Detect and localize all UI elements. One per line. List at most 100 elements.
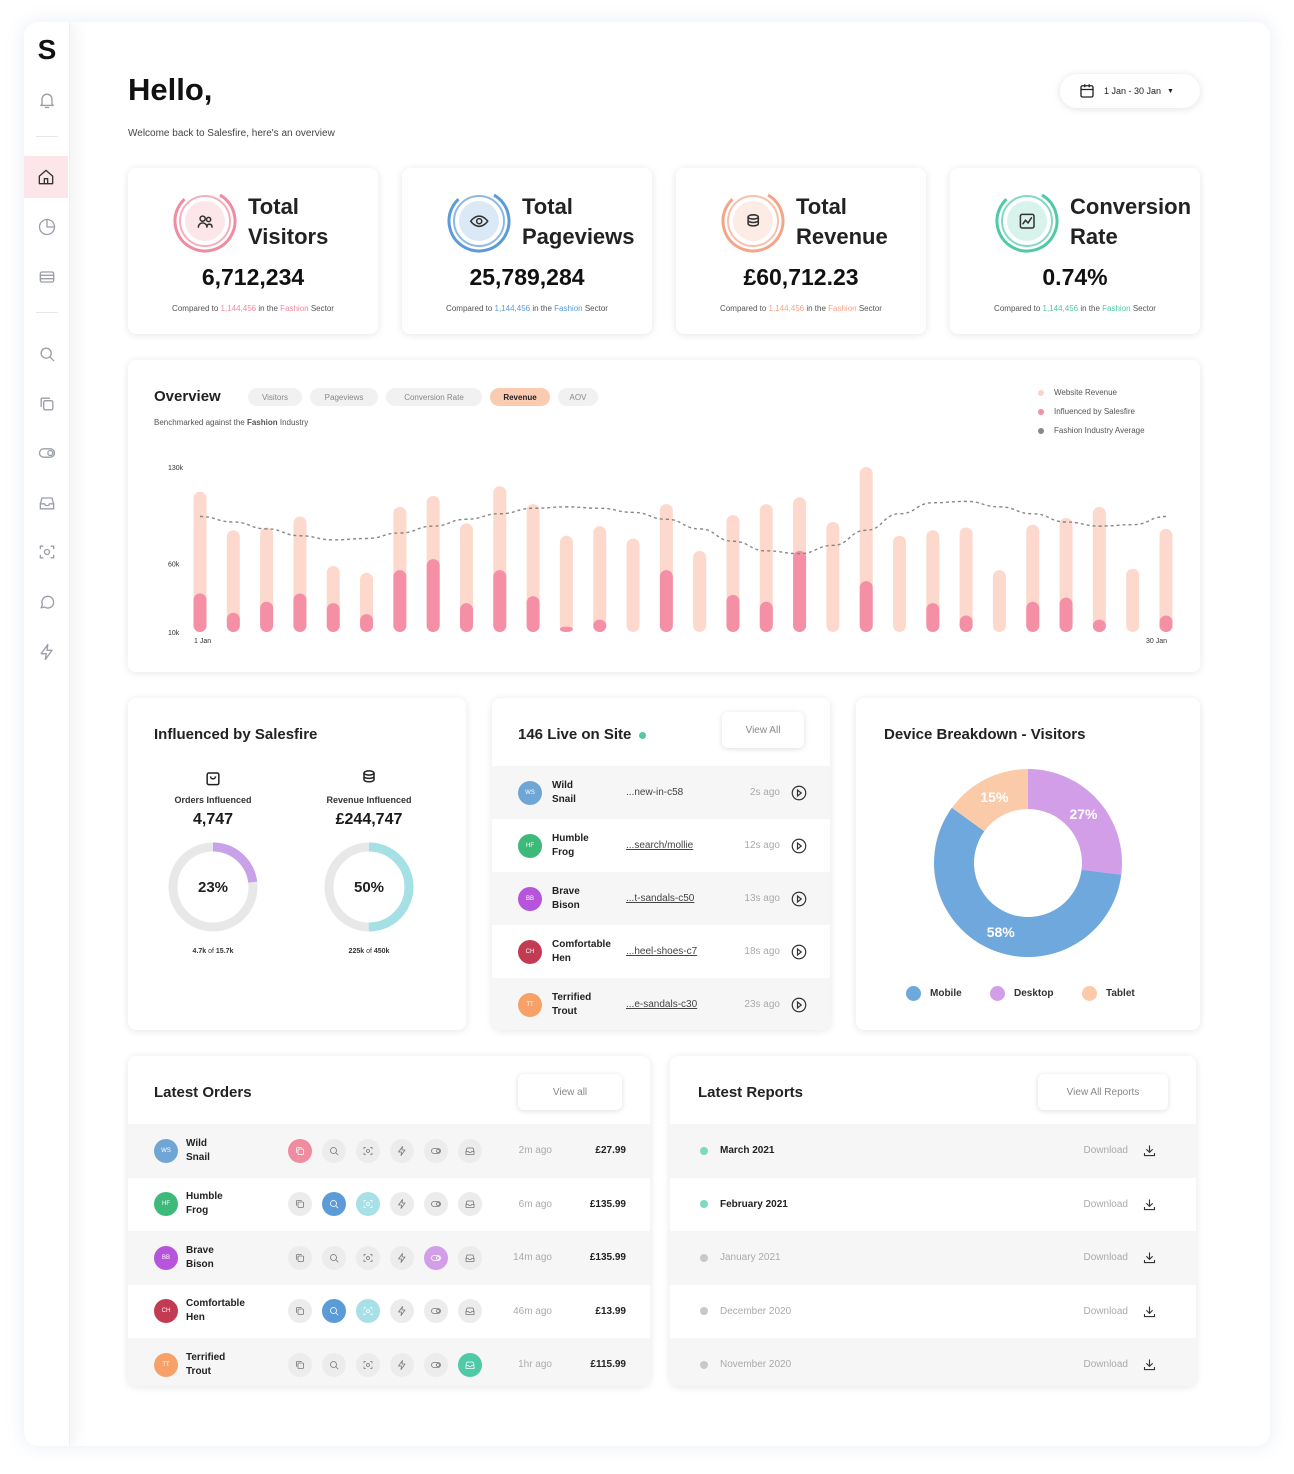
bolt-icon[interactable] — [390, 1192, 414, 1217]
inbox-icon[interactable] — [458, 1299, 482, 1324]
visitor-page-link[interactable]: ...e-sandals-c30 — [626, 999, 698, 1010]
copy-icon[interactable] — [288, 1352, 312, 1377]
live-visitor-row[interactable]: WS Wild Snail ...new-in-c58 2s ago — [492, 766, 830, 819]
toggle-icon[interactable] — [424, 1138, 448, 1163]
live-visitor-row[interactable]: HF Humble Frog ...search/mollie 12s ago — [492, 819, 830, 872]
date-range-picker[interactable]: 1 Jan - 30 Jan ▼ — [1060, 74, 1200, 108]
download-icon[interactable] — [1142, 1357, 1157, 1372]
report-name: March 2021 — [720, 1145, 775, 1157]
copy-icon[interactable] — [288, 1299, 312, 1324]
download-icon[interactable] — [1142, 1250, 1157, 1265]
download-link[interactable]: Download — [1083, 1198, 1128, 1210]
slice-percent: 27% — [1069, 806, 1098, 822]
inbox-icon[interactable] — [35, 491, 59, 515]
inbox-icon[interactable] — [458, 1192, 482, 1217]
download-icon[interactable] — [1142, 1197, 1157, 1212]
download-link[interactable]: Download — [1083, 1359, 1128, 1371]
toggle-icon[interactable] — [424, 1192, 448, 1217]
play-circle-icon[interactable] — [790, 890, 808, 908]
play-circle-icon[interactable] — [790, 784, 808, 802]
copy-icon[interactable] — [288, 1138, 312, 1163]
inbox-icon[interactable] — [458, 1352, 482, 1377]
scan-icon[interactable] — [356, 1138, 380, 1163]
pie-chart-icon[interactable] — [35, 215, 59, 239]
live-visitor-row[interactable]: BB Brave Bison ...t-sandals-c50 13s ago — [492, 872, 830, 925]
order-row[interactable]: HF Humble Frog 6m ago £135.99 — [128, 1177, 650, 1231]
visitor-page-link[interactable]: ...search/mollie — [626, 840, 694, 851]
bolt-icon[interactable] — [390, 1352, 414, 1377]
bolt-icon[interactable] — [390, 1138, 414, 1163]
visitor-page-link[interactable]: ...heel-shoes-c7 — [626, 946, 698, 957]
download-icon[interactable] — [1142, 1304, 1157, 1319]
bar-influenced — [659, 570, 673, 632]
x-tick-label: 30 Jan — [1146, 638, 1167, 645]
bolt-icon[interactable] — [390, 1299, 414, 1324]
live-visitor-row[interactable]: TT Terrified Trout ...e-sandals-c30 23s ago — [492, 978, 830, 1030]
bar-influenced — [226, 612, 240, 632]
camera-scan-icon[interactable] — [35, 540, 59, 564]
inbox-icon[interactable] — [458, 1245, 482, 1270]
play-circle-icon[interactable] — [790, 943, 808, 961]
revenue-sub-of: of — [364, 948, 374, 955]
tab-aov[interactable]: AOV — [558, 388, 598, 406]
download-link[interactable]: Download — [1083, 1305, 1128, 1317]
search-icon[interactable] — [322, 1299, 346, 1324]
download-link[interactable]: Download — [1083, 1252, 1128, 1264]
chat-icon[interactable] — [35, 590, 59, 614]
toggle-icon[interactable] — [35, 441, 59, 465]
inbox-icon[interactable] — [458, 1138, 482, 1163]
order-row[interactable]: CH Comfortable Hen 46m ago £13.99 — [128, 1284, 650, 1338]
copy-icon[interactable] — [288, 1245, 312, 1270]
salesfire-logo[interactable]: S — [37, 34, 57, 65]
scan-icon[interactable] — [356, 1299, 380, 1324]
stat-comparison: Compared to 1,144,456 in the Fashion Sec… — [128, 304, 378, 313]
orders-sub-total: 15.7k — [215, 948, 234, 955]
search-icon[interactable] — [322, 1352, 346, 1377]
live-visitor-row[interactable]: CH Comfortable Hen ...heel-shoes-c7 18s ago — [492, 925, 830, 978]
download-link[interactable]: Download — [1083, 1145, 1128, 1157]
home-icon[interactable] — [24, 156, 68, 198]
revenue-sub: 225k of 450k — [284, 948, 454, 955]
bell-icon[interactable] — [35, 88, 59, 112]
search-icon[interactable] — [35, 342, 59, 366]
toggle-icon[interactable] — [424, 1352, 448, 1377]
visitor-page-link[interactable]: ...t-sandals-c50 — [626, 893, 695, 904]
scan-icon[interactable] — [356, 1245, 380, 1270]
tab-revenue[interactable]: Revenue — [490, 388, 550, 406]
scan-icon[interactable] — [356, 1192, 380, 1217]
tab-pageviews[interactable]: Pageviews — [310, 388, 378, 406]
toggle-icon[interactable] — [424, 1245, 448, 1270]
legend-item: Website Revenue — [1038, 388, 1117, 397]
visitor-page-link[interactable]: ...new-in-c58 — [626, 787, 684, 798]
visitor-time: 12s ago — [744, 840, 780, 851]
stat-label: Total Pageviews — [522, 194, 635, 249]
scan-icon[interactable] — [356, 1352, 380, 1377]
reports-view-all-button[interactable]: View All Reports — [1038, 1074, 1168, 1110]
orders-view-all-button[interactable]: View all — [518, 1074, 622, 1110]
search-icon[interactable] — [322, 1245, 346, 1270]
date-range-label: 1 Jan - 30 Jan — [1104, 86, 1162, 96]
live-view-all-button[interactable]: View All — [722, 712, 804, 748]
stat-label: Total Visitors — [248, 194, 329, 249]
order-row[interactable]: BB Brave Bison 14m ago £135.99 — [128, 1231, 650, 1285]
download-icon[interactable] — [1142, 1143, 1157, 1158]
copy-icon[interactable] — [35, 392, 59, 416]
tab-visitors[interactable]: Visitors — [248, 388, 302, 406]
search-icon[interactable] — [322, 1138, 346, 1163]
order-row[interactable]: WS Wild Snail 2m ago £27.99 — [128, 1124, 650, 1178]
search-icon[interactable] — [322, 1192, 346, 1217]
visitor-time: 13s ago — [744, 893, 780, 904]
device-breakdown-card: Device Breakdown - Visitors 27% 58% 15% Mo… — [856, 698, 1200, 1030]
play-circle-icon[interactable] — [790, 837, 808, 855]
bolt-icon[interactable] — [35, 640, 59, 664]
comparison-prefix: Compared to — [720, 304, 769, 313]
layers-icon[interactable] — [35, 265, 59, 289]
play-circle-icon[interactable] — [790, 996, 808, 1014]
device-donut: 27% 58% 15% — [934, 769, 1122, 957]
copy-icon[interactable] — [288, 1192, 312, 1217]
order-row[interactable]: TT Terrified Trout 1hr ago £115.99 — [128, 1338, 650, 1386]
tab-conversion-rate[interactable]: Conversion Rate — [386, 388, 482, 406]
bar-influenced — [493, 570, 507, 632]
toggle-icon[interactable] — [424, 1299, 448, 1324]
bolt-icon[interactable] — [390, 1245, 414, 1270]
